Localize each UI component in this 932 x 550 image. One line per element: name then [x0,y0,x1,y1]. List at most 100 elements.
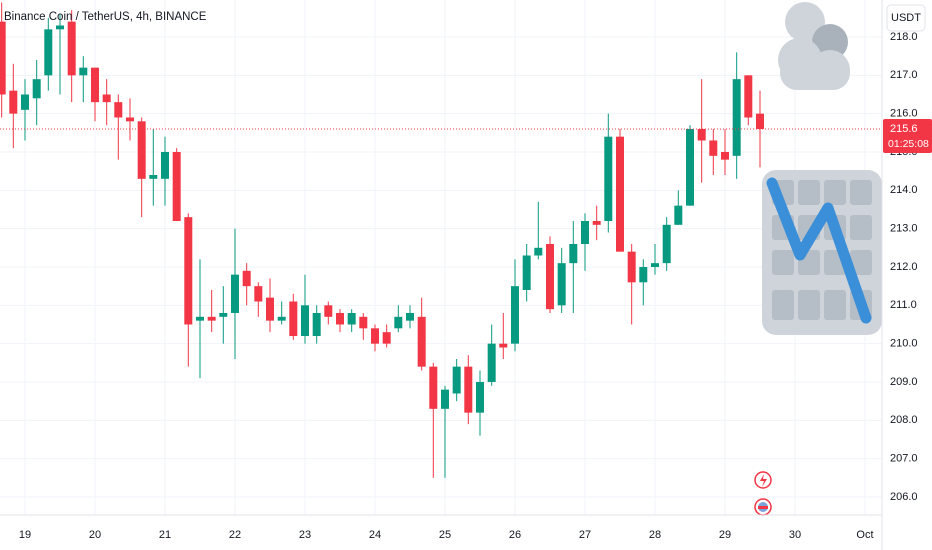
candle-body [9,90,18,114]
candle-body [149,174,158,179]
candle-body [254,286,263,302]
candles [0,2,764,478]
candle-body [510,286,519,344]
x-tick-label: 21 [159,529,171,541]
candle-body [487,343,496,382]
candle-body [522,255,531,290]
y-tick-label: 207.0 [890,453,918,465]
candle-body [720,151,729,160]
x-tick-label: 19 [19,529,31,541]
candle-body [709,140,718,156]
y-tick-label: 218.0 [890,31,918,43]
candle-body [324,305,333,317]
candle-body [184,217,193,325]
candle-body [650,263,659,267]
candle-body [604,136,613,221]
last-price-tag [883,118,932,153]
candle-body [242,270,251,287]
candle-body [137,121,146,179]
x-tick-label: 24 [369,529,381,541]
candle-body [674,205,683,225]
candle-body [312,312,321,336]
candle-body [195,316,204,321]
x-tick-label: 29 [719,529,731,541]
candle-body [755,113,764,129]
chart-title: Binance Coin / TetherUS, 4h, BINANCE [4,11,207,23]
x-tick-label: 25 [439,529,451,541]
candle-body [382,332,391,344]
candle-body [44,29,53,76]
candle-body [370,328,379,344]
x-tick-label: 28 [649,529,661,541]
candle-body [440,389,449,409]
candle-body [405,312,414,321]
x-tick-label: 27 [579,529,591,541]
candle-body [265,297,274,321]
candle-body [289,301,298,336]
currency-label: USDT [891,12,921,24]
candle-body [20,94,29,110]
y-tick-label: 216.0 [890,108,918,120]
candle-body [347,312,356,325]
candle-body [394,316,403,329]
candle-body [429,366,438,409]
candle-body [67,21,76,76]
candle-body [207,316,216,321]
candle-body [662,224,671,264]
candle-body [114,102,123,118]
y-tick-label: 209.0 [890,376,918,388]
candle-body [0,21,6,95]
candle-body [615,136,624,252]
candle-body [125,117,134,122]
candle-body [417,316,426,367]
candle-body [685,128,694,206]
candle-body [300,305,309,336]
y-tick-label: 208.0 [890,414,918,426]
x-tick-label: 22 [229,529,241,541]
candle-body [55,25,64,30]
y-tick-label: 214.0 [890,184,918,196]
candle-body [464,366,473,413]
cloud-icon [778,2,850,90]
candle-body [732,79,741,156]
countdown-label: 01:25:08 [888,138,929,150]
y-tick-label: 210.0 [890,338,918,350]
currency-button[interactable] [886,4,926,32]
chart-decreasing-icon [762,170,882,335]
candle-body [534,247,543,256]
candle-body [545,243,554,310]
x-tick-label: 23 [299,529,311,541]
candle-body [219,312,228,317]
x-tick-label: 30 [789,529,801,541]
candle-body [160,151,169,179]
event-icons[interactable] [754,471,772,516]
candle-body [102,94,111,103]
candle-body [172,151,181,221]
candle-body [475,381,484,413]
candle-body [639,266,648,283]
candle-body [452,366,461,394]
y-tick-label: 206.0 [890,491,918,503]
x-tick-label: 20 [89,529,101,541]
candle-body [499,343,508,348]
candle-body [697,128,706,141]
candle-body [557,263,566,306]
candle-body [79,67,88,76]
candle-body [580,220,589,244]
candle-body [744,75,753,118]
candle-body [32,79,41,99]
y-tick-label: 211.0 [890,299,917,311]
candle-body [569,243,578,264]
y-tick-label: 213.0 [890,223,918,235]
last-price-label: 215.6 [890,123,918,135]
candle-body [627,251,636,283]
y-tick-label: 217.0 [890,69,918,81]
candle-body [335,312,344,325]
candle-body [230,274,239,313]
candle-body [90,67,99,103]
x-tick-label: 26 [509,529,521,541]
x-tick-label: Oct [856,529,873,541]
candle-body [277,316,286,321]
candle-body [359,316,368,329]
